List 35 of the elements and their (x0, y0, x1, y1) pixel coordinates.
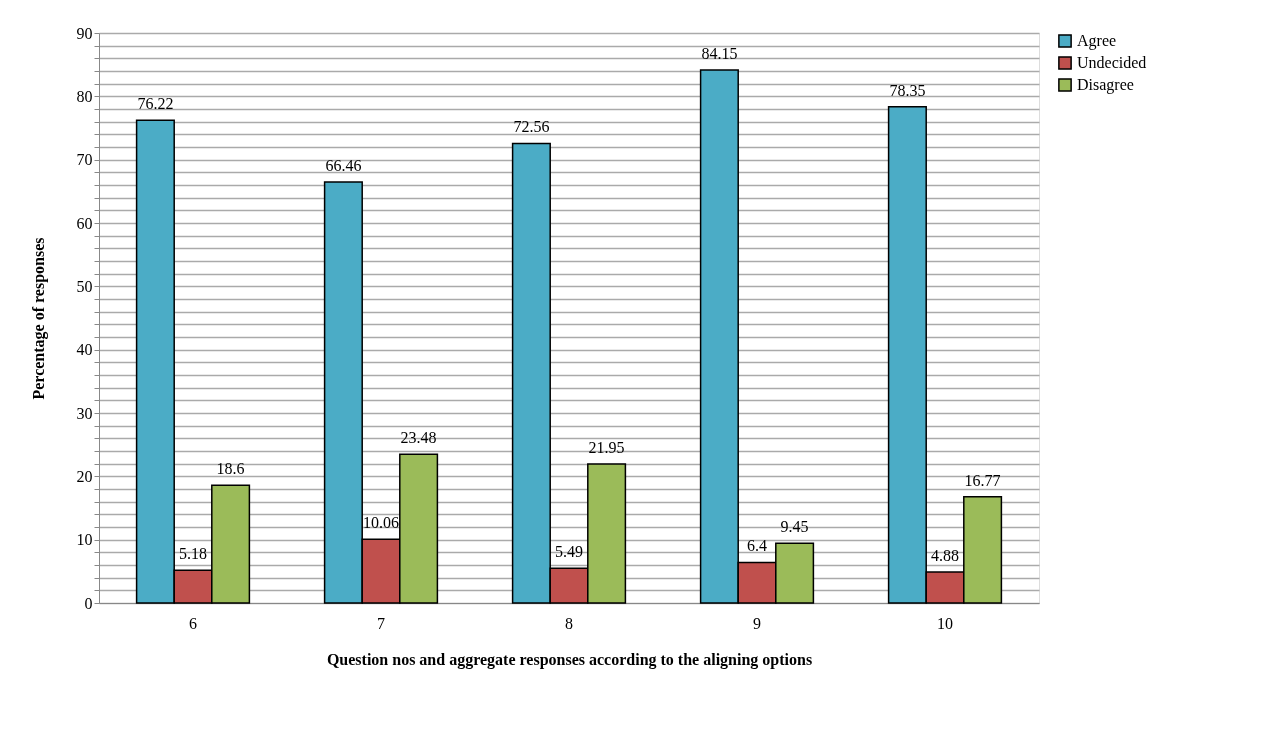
data-label: 5.49 (555, 543, 583, 561)
data-label: 84.15 (701, 45, 738, 63)
y-axis-title: Percentage of responses (29, 237, 48, 400)
data-label: 9.45 (780, 518, 809, 536)
data-label: 10.06 (363, 514, 399, 532)
y-tick-label: 50 (76, 277, 93, 295)
x-axis-title: Question nos and aggregate responses according to the aligning options (326, 650, 813, 669)
y-tick-label: 80 (76, 87, 93, 105)
y-tick-label: 20 (76, 467, 93, 485)
legend-label: Agree (1077, 32, 1117, 50)
data-label: 18.6 (216, 460, 245, 478)
data-label: 66.46 (325, 157, 362, 175)
y-tick-label: 60 (76, 214, 93, 232)
data-label: 21.95 (588, 438, 625, 456)
y-tick-label: 40 (76, 341, 93, 359)
data-label: 72.56 (513, 118, 550, 136)
data-label: 76.22 (137, 95, 174, 113)
x-tick-label: 10 (937, 614, 953, 632)
y-tick-label: 0 (84, 594, 93, 612)
data-label: 78.35 (889, 81, 926, 99)
legend-label: Disagree (1077, 76, 1134, 94)
data-label: 6.4 (747, 537, 767, 555)
y-tick-label: 10 (76, 531, 93, 549)
data-label: 23.48 (400, 429, 437, 447)
x-tick-label: 6 (189, 614, 197, 632)
y-tick-label: 90 (76, 24, 93, 42)
x-tick-label: 7 (377, 614, 385, 632)
y-tick-label: 70 (76, 151, 93, 169)
y-tick-label: 30 (76, 404, 93, 422)
legend-label: Undecided (1077, 54, 1147, 71)
data-label: 16.77 (964, 471, 1001, 489)
x-tick-label: 8 (565, 614, 573, 632)
data-label: 5.18 (179, 545, 207, 563)
x-tick-label: 9 (753, 614, 761, 632)
data-label: 4.88 (931, 547, 959, 565)
